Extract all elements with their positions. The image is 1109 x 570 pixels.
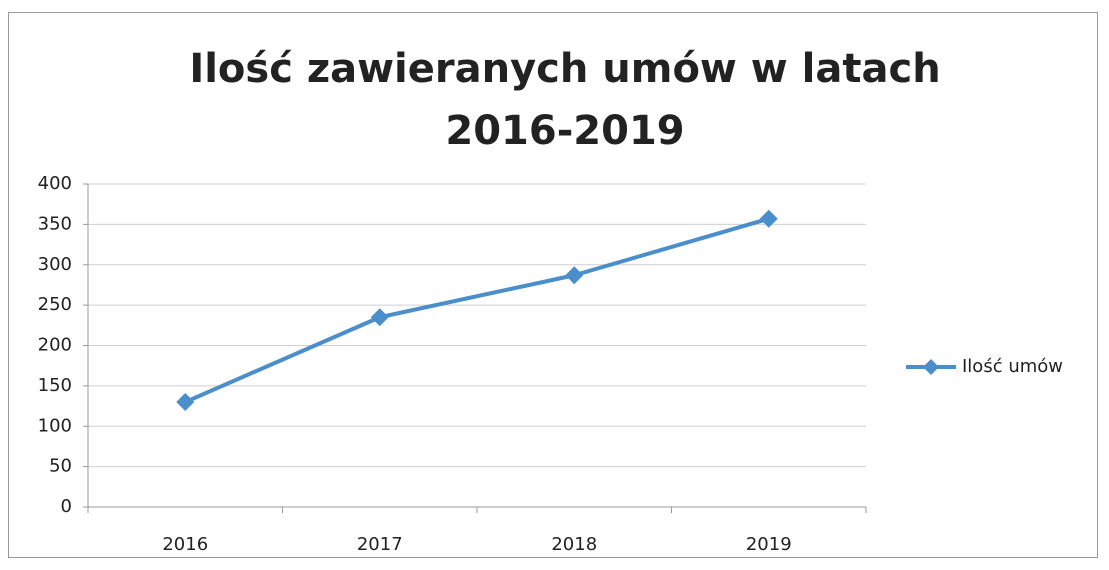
legend-label: Ilość umów [962,356,1063,377]
x-tick-label: 2019 [746,534,792,555]
x-tick-label: 2018 [551,534,597,555]
chart-frame [8,12,1098,558]
x-tick-label: 2017 [357,534,403,555]
point-marker [370,308,389,327]
point-marker [176,393,195,412]
point-marker [759,209,778,228]
point-marker [565,266,584,285]
y-tick-label: 50 [49,456,72,477]
chart-title: Ilość zawieranych umów w latach 2016-201… [189,46,941,154]
y-tick-label: 400 [38,173,72,194]
y-tick-label: 250 [38,294,72,315]
x-tick-label: 2016 [162,534,208,555]
y-tick-label: 0 [61,496,72,517]
series-line [184,216,770,404]
y-tick-label: 200 [38,335,72,356]
legend-marker [923,359,939,375]
y-tick-label: 150 [38,375,72,396]
y-tick-label: 300 [38,254,72,275]
y-tick-label: 350 [38,213,72,234]
y-tick-label: 100 [38,415,72,436]
